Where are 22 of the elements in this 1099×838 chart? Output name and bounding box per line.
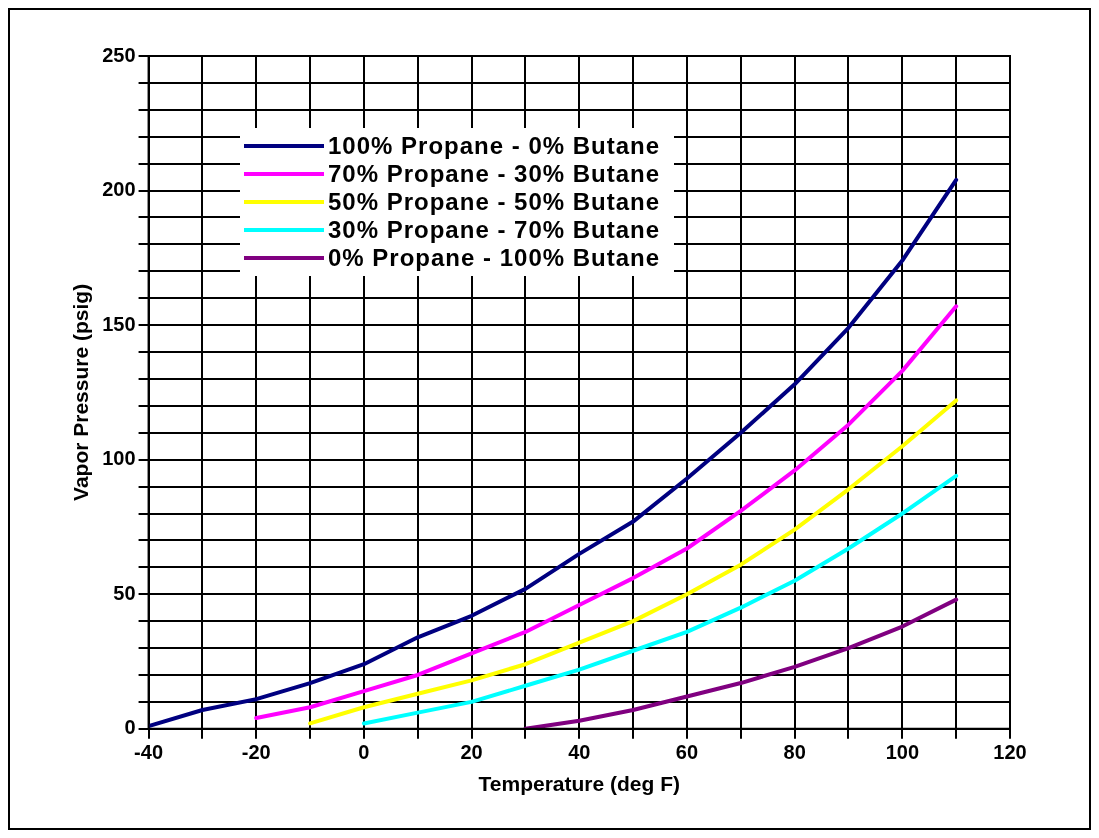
x-tick-label: 80 <box>783 741 806 764</box>
legend-label: 0% Propane - 100% Butane <box>328 244 661 272</box>
y-tick-label: 0 <box>124 716 136 739</box>
x-tick-label: 100 <box>885 741 920 764</box>
x-axis-title: Temperature (deg F) <box>478 772 681 796</box>
x-tick-label: 20 <box>460 741 483 764</box>
x-tick-label: 60 <box>675 741 699 764</box>
y-tick-label: 100 <box>102 447 136 470</box>
y-tick-label: 250 <box>102 43 136 66</box>
x-tick-label: 40 <box>568 741 591 764</box>
x-tick-label: -20 <box>241 741 271 764</box>
x-tick-label: -40 <box>134 741 164 764</box>
legend-label: 50% Propane - 50% Butane <box>328 188 661 216</box>
y-tick-label: 200 <box>102 178 136 201</box>
legend-label: 100% Propane - 0% Butane <box>328 132 661 160</box>
x-tick-label: 120 <box>993 741 1027 764</box>
legend-label: 30% Propane - 70% Butane <box>328 216 661 244</box>
legend-label: 70% Propane - 30% Butane <box>328 160 661 188</box>
x-tick-label: 0 <box>358 741 370 764</box>
y-axis-title: Vapor Pressure (psig) <box>69 283 93 501</box>
y-tick-label: 50 <box>113 581 136 604</box>
y-tick-label: 150 <box>102 312 136 335</box>
